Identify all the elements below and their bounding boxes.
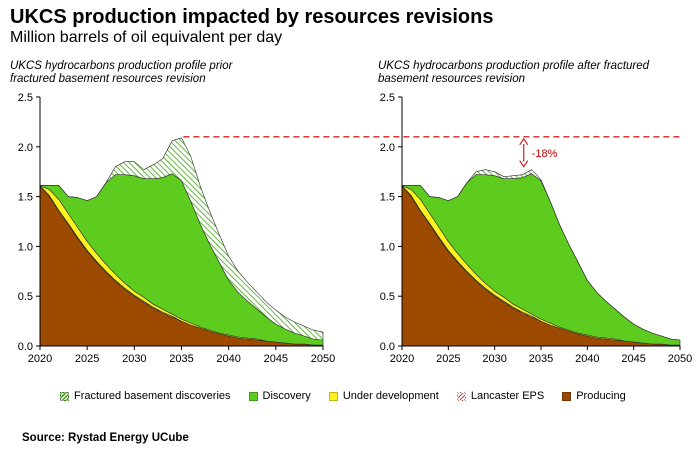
y-tick-label: 2.5 [380, 92, 395, 104]
x-tick-label: 2025 [436, 353, 460, 365]
right-chart-panel: 0.0 0.5 1.0 1.5 2.0 2.5 2020 2025 2030 2035 2040 20… [380, 92, 693, 365]
legend-label-lancaster: Lancaster EPS [470, 390, 545, 402]
x-tick-label: 2030 [482, 353, 506, 365]
x-tick-label: 2020 [28, 353, 52, 365]
legend-swatch-under-development [328, 391, 338, 401]
x-tick-label: 2030 [122, 353, 146, 365]
legend-swatch-producing [562, 391, 572, 401]
change-arrow-head-down [519, 160, 529, 168]
y-tick-label: 0.5 [380, 291, 395, 303]
y-tick-label: 2.5 [18, 92, 33, 104]
left-chart-panel: 0.0 0.5 1.0 1.5 2.0 2.5 2020 2025 2030 2035 2040 20… [18, 92, 336, 365]
page-subtitle: Million barrels of oil equivalent per da… [10, 29, 283, 46]
y-tick-label: 1.5 [18, 192, 33, 204]
y-tick-label: 0.0 [18, 341, 33, 353]
left-panel-title: UKCS hydrocarbons production profile pri… [10, 60, 310, 86]
area-fractured [401, 169, 681, 341]
right-panel-title-line-2: basement resources revision [378, 73, 526, 85]
y-tick-label: 2.0 [380, 142, 395, 154]
area-fractured [39, 137, 324, 341]
legend-swatch-fractured [60, 391, 69, 401]
legend-label-fractured: Fractured basement discoveries [74, 390, 231, 402]
production-charts: 0.0 0.5 1.0 1.5 2.0 2.5 2020 2025 2030 2035 2040 20… [18, 92, 693, 365]
legend-item-discovery: Discovery [248, 390, 311, 402]
left-panel-title-line-2: fractured basement resources revision [10, 73, 206, 85]
y-tick-label: 1.0 [18, 241, 33, 253]
legend-item-producing: Producing [562, 390, 626, 402]
page-title: UKCS production impacted by resources re… [10, 6, 494, 28]
legend-swatch-lancaster [456, 391, 466, 401]
left-panel-title-line-1: UKCS hydrocarbons production profile pri… [10, 60, 233, 72]
change-arrow-head-up [519, 137, 529, 146]
legend-label-producing: Producing [576, 390, 626, 402]
x-tick-label: 2040 [575, 353, 599, 365]
y-tick-label: 0.5 [18, 291, 33, 303]
source-note: Source: Rystad Energy UCube [22, 432, 189, 444]
legend-swatch-discovery [248, 391, 258, 401]
y-tick-label: 1.0 [380, 241, 395, 253]
y-tick-label: 1.5 [380, 192, 395, 204]
right-panel-title-line-1: UKCS hydrocarbons production profile aft… [378, 60, 650, 72]
change-label: -18% [532, 148, 558, 160]
x-tick-label: 2050 [668, 353, 692, 365]
legend: Fractured basement discoveries Discovery… [60, 390, 644, 402]
y-tick-label: 0.0 [380, 341, 395, 353]
legend-item-under-development: Under development [328, 390, 439, 402]
legend-label-discovery: Discovery [262, 390, 311, 402]
right-panel-title: UKCS hydrocarbons production profile aft… [378, 60, 678, 86]
x-tick-label: 2045 [264, 353, 288, 365]
x-tick-label: 2035 [529, 353, 553, 365]
x-tick-label: 2020 [390, 353, 414, 365]
x-tick-label: 2050 [311, 353, 335, 365]
x-tick-label: 2040 [216, 353, 240, 365]
legend-item-lancaster: Lancaster EPS [456, 390, 545, 402]
y-tick-label: 2.0 [18, 142, 33, 154]
x-tick-label: 2035 [169, 353, 193, 365]
legend-label-under-development: Under development [342, 390, 439, 402]
x-tick-label: 2045 [621, 353, 645, 365]
x-tick-label: 2025 [75, 353, 99, 365]
legend-item-fractured: Fractured basement discoveries [60, 390, 231, 402]
